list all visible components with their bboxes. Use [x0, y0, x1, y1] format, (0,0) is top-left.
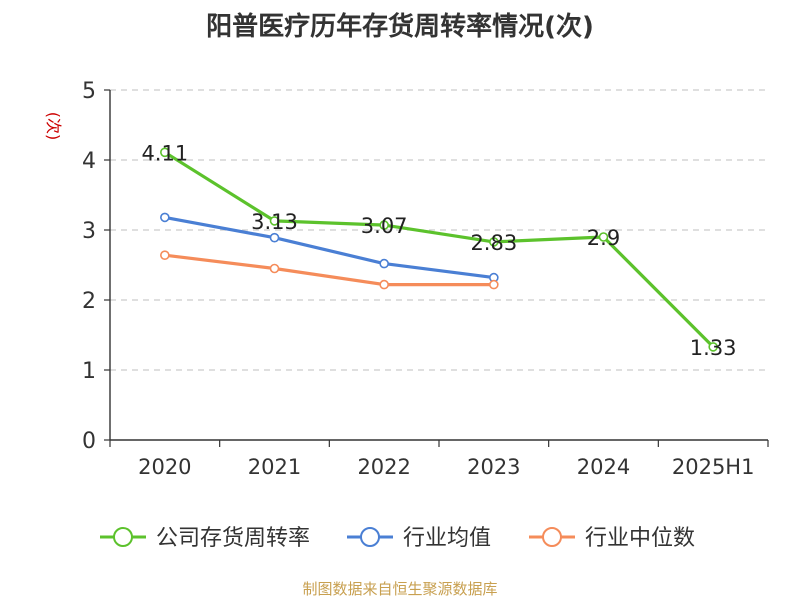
x-tick-label-2022: 2022: [357, 455, 410, 479]
data-point-1-0: [160, 212, 170, 223]
data-point-2-0: [160, 250, 170, 260]
data-label-2: 3.07: [361, 214, 408, 238]
legend-marker-0: [113, 527, 133, 547]
data-label-0: 4.11: [141, 141, 188, 165]
data-point-1-2: [379, 258, 389, 269]
x-tick-label-2020: 2020: [138, 455, 191, 479]
series-2: [160, 250, 499, 290]
data-point-0-3: [489, 237, 499, 247]
series-line-1: [164, 215, 495, 280]
data-point-1-1: [269, 232, 280, 243]
data-point-2-2: [379, 279, 389, 290]
series-line-0: [163, 150, 715, 349]
y-tick-label-0: 0: [82, 429, 96, 454]
data-point-0-0: [160, 147, 170, 158]
legend-marker-2: [542, 527, 562, 547]
data-point-0-1: [269, 216, 280, 226]
legend-item-2[interactable]: 行业中位数: [529, 526, 695, 551]
y-tick-label-2: 2: [82, 289, 96, 314]
y-tick-label-1: 1: [82, 359, 96, 384]
data-label-3: 2.83: [470, 231, 517, 255]
legend-label-0: 公司存货周转率: [156, 526, 310, 551]
x-tick-label-2024: 2024: [577, 455, 630, 479]
y-axis-label: (次): [44, 112, 63, 141]
x-tick-label-2025H1: 2025H1: [672, 455, 755, 479]
series-lines: [160, 147, 718, 352]
legend-marker-1: [360, 527, 380, 547]
data-labels: 4.11 3.13 3.07 2.83 2.9 1.33: [141, 141, 736, 360]
legend-label-2: 行业中位数: [585, 526, 695, 551]
legend-label-1: 行业均值: [403, 526, 491, 551]
data-label-5: 1.33: [690, 336, 737, 360]
series-line-2: [164, 253, 494, 287]
x-tick-label-2021: 2021: [248, 455, 301, 479]
y-tick-label-5: 5: [82, 79, 96, 104]
source-note: 制图数据来自恒生聚源数据库: [302, 580, 498, 598]
chart-title: 阳普医疗历年存货周转率情况(次): [206, 12, 594, 42]
data-point-0-2: [379, 220, 389, 230]
axes: 0 1 2 3 4 5 (次) 2020 2021 2022 2023 2024 2025H1: [44, 79, 769, 479]
legend[interactable]: 公司存货周转率 行业均值 行业中位数: [100, 526, 695, 551]
data-label-1: 3.13: [251, 210, 298, 234]
legend-item-1[interactable]: 行业均值: [347, 526, 491, 551]
data-point-0-5: [708, 342, 718, 352]
y-tick-label-3: 3: [82, 219, 96, 244]
series-0: [160, 147, 718, 352]
legend-item-0[interactable]: 公司存货周转率: [100, 526, 310, 551]
data-point-2-3: [489, 279, 499, 290]
grid-lines: [110, 89, 768, 371]
data-point-2-1: [269, 263, 280, 274]
y-tick-label-4: 4: [82, 149, 96, 174]
data-point-0-4: [598, 232, 609, 242]
data-label-4: 2.9: [587, 226, 620, 250]
x-tick-label-2023: 2023: [467, 455, 520, 479]
series-1: [160, 212, 499, 283]
